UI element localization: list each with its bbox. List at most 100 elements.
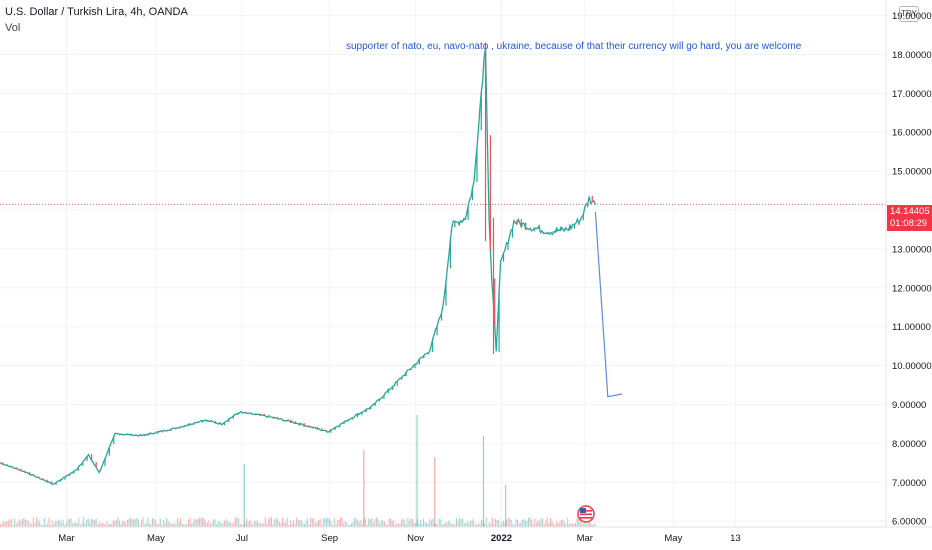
volume-bar [79, 524, 81, 527]
volume-bar [120, 523, 122, 527]
candle [352, 417, 354, 420]
volume-bar [332, 524, 334, 527]
volume-bar [474, 524, 476, 527]
candle [303, 423, 305, 427]
volume-bar [280, 523, 282, 527]
x-tick-label: Sep [321, 533, 338, 544]
volume-bar [321, 524, 323, 527]
candle [2, 462, 4, 465]
volume-bar [542, 518, 544, 527]
candle [294, 421, 296, 424]
candle [440, 313, 443, 321]
volume-bar [521, 519, 523, 527]
volume-bar [479, 523, 481, 527]
volume-bar [310, 517, 312, 527]
time-axis[interactable]: Mar May Jul Sep Nov 2022 Mar May 13 [58, 533, 740, 544]
volume-bar [148, 523, 150, 527]
candle [259, 413, 261, 416]
volume-bar [189, 517, 191, 527]
volume-bar [567, 517, 569, 527]
volume-bar [374, 519, 376, 527]
candle [228, 418, 230, 422]
candle [401, 377, 403, 380]
volume-bar [564, 522, 566, 527]
volume-bar [39, 521, 41, 527]
volume-bar [391, 521, 393, 527]
volume-bar [423, 518, 425, 527]
volume-bar [581, 521, 583, 527]
price-axis[interactable]: 19.00000 18.00000 17.00000 16.00000 15.00000… [892, 11, 932, 528]
volume-bar [319, 518, 321, 527]
volume-bar [440, 519, 442, 527]
x-tick-label: Nov [407, 533, 424, 544]
volume-bar [51, 520, 53, 527]
volume-bar [57, 520, 59, 527]
volume-bar [487, 524, 489, 527]
volume-bar [209, 523, 211, 527]
candle [166, 429, 168, 432]
volume-bar [75, 522, 77, 527]
volume-bar [86, 519, 88, 527]
volume-bar [37, 519, 39, 527]
volume-bar [213, 519, 215, 527]
volume-bar [534, 518, 536, 527]
chart-annotation-text[interactable]: supporter of nato, eu, navo-nato , ukrai… [346, 41, 802, 52]
volume-bar [549, 518, 551, 527]
volume-bar [109, 523, 111, 527]
volume-bar [344, 520, 346, 527]
volume-bar [200, 517, 202, 527]
volume-bar [593, 523, 595, 527]
volume-bar [192, 521, 194, 527]
volume-bar [368, 518, 370, 527]
candle [91, 454, 93, 461]
volume-bar [557, 523, 559, 527]
volume-bar [418, 523, 420, 527]
candle [144, 434, 146, 437]
volume-bar [520, 522, 522, 527]
volume-bar [297, 519, 299, 527]
volume-indicator-label[interactable]: Vol [5, 22, 21, 34]
volume-bar [194, 518, 196, 527]
volume-bar [560, 519, 562, 527]
volume-bar [578, 519, 580, 527]
candle [316, 426, 319, 430]
volume-bar [6, 521, 8, 527]
candle [365, 408, 367, 413]
volume-bar [410, 518, 412, 527]
candle [223, 422, 226, 426]
candle [494, 278, 496, 325]
candle [24, 470, 26, 473]
volume-bar [78, 517, 80, 527]
candle [325, 430, 327, 432]
candle [232, 415, 234, 419]
symbol-title[interactable]: U.S. Dollar / Turkish Lira, 4h, OANDA [5, 6, 188, 18]
projection-line[interactable] [594, 211, 623, 398]
volume-bar [570, 523, 572, 527]
candle [299, 422, 301, 426]
volume-bar [249, 520, 251, 527]
candle [250, 412, 252, 415]
currency-badge[interactable]: TRY [899, 6, 919, 22]
candle [135, 434, 137, 437]
volume-bar [575, 522, 577, 527]
candle [423, 355, 425, 359]
volume-bar [365, 518, 367, 527]
volume-bar [396, 523, 398, 527]
volume-bar [390, 518, 392, 527]
us-flag-icon[interactable] [577, 505, 595, 523]
volume-bar [4, 522, 6, 527]
volume-bar [350, 523, 352, 527]
volume-bar [53, 524, 55, 527]
volume-bar [252, 524, 254, 527]
volume-bar [183, 524, 185, 527]
volume-bar [285, 522, 287, 527]
candle [272, 416, 274, 419]
volume-bar [111, 523, 113, 527]
volume-bar [454, 524, 456, 527]
candle [405, 371, 407, 377]
volume-bar [349, 524, 351, 527]
candle [480, 91, 482, 131]
volume-bar [224, 520, 226, 527]
volume-bar [504, 523, 506, 527]
